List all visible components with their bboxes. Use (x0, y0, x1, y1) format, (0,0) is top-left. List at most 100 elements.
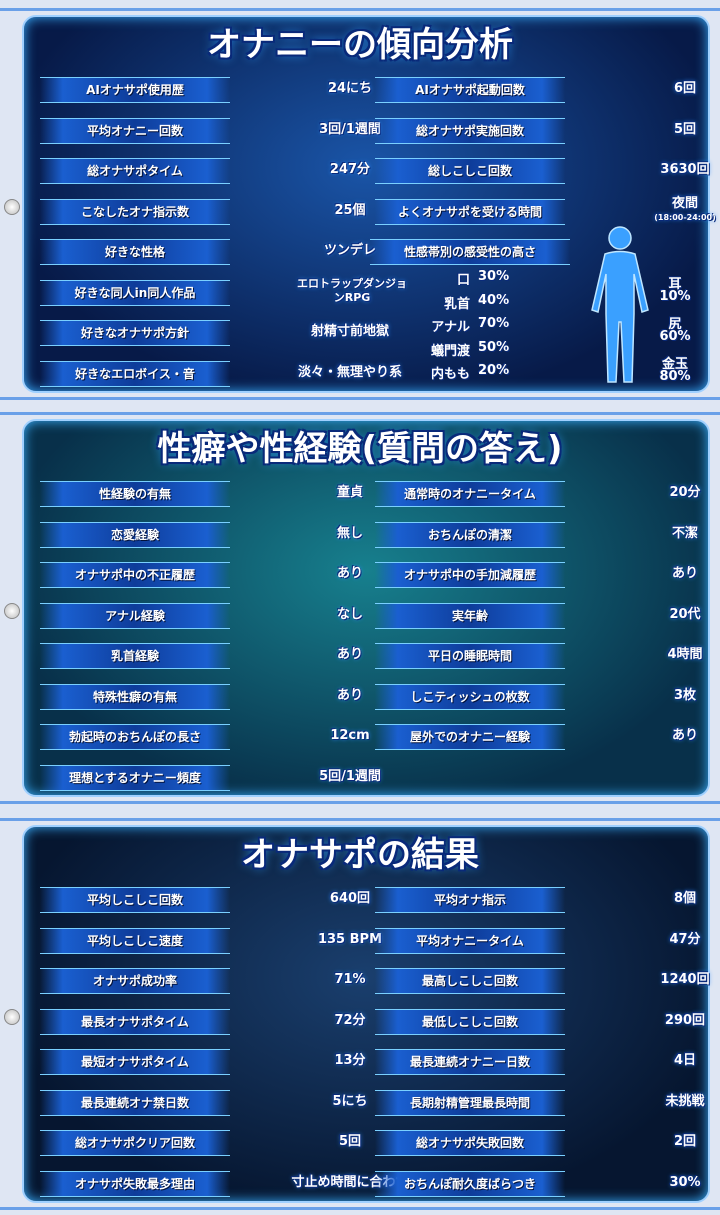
row-value: 童貞 (336, 485, 363, 500)
row-label: オナサポ中の不正履歴 (40, 562, 230, 588)
row-value: なし (336, 606, 363, 622)
row-value: あり (336, 647, 363, 662)
row-value: 8個 (673, 891, 697, 906)
row-label: 好きな同人in同人作品 (40, 279, 230, 306)
row-label: 平均しこしこ回数 (40, 887, 230, 913)
row-value: ツンデレ (323, 243, 376, 258)
row-label: 勃起時のおちんぽの長さ (40, 724, 230, 750)
row-label: 理想とするオナニー頻度 (40, 764, 230, 791)
row-value: 4日 (673, 1053, 697, 1068)
row-label: 平均オナニー回数 (40, 117, 230, 144)
zone-value: 70% (478, 316, 510, 331)
row-label: 乳首経験 (40, 643, 230, 669)
row-value: 5回/1週間 (319, 768, 381, 784)
row-label: 最長連続オナ禁日数 (40, 1089, 230, 1116)
row-label: 長期射精管理最長時間 (375, 1089, 565, 1116)
row-value: あり (671, 566, 698, 581)
row-label: 屋外でのオナニー経験 (375, 724, 565, 750)
panel: オナニーの傾向分析 AIオナサポ使用歴 24にち 平均オナニー回数 3回/1週間 総オナサ… (0, 8, 720, 400)
zone-value: 20% (478, 363, 510, 378)
pin (4, 199, 20, 215)
zone-part: 蟻門渡 (430, 343, 470, 359)
row-value: 13分 (334, 1053, 366, 1068)
row-value: 25個 (334, 202, 366, 218)
zone-part: 耳 (668, 277, 682, 292)
row-value: 6回 (673, 81, 697, 96)
row-label: オナサポ失敗最多理由 (40, 1170, 230, 1197)
row-value: 射精寸前地獄 (310, 324, 389, 339)
row-value: 未挑戦 (665, 1093, 705, 1109)
row-value: 247分 (329, 162, 371, 177)
pin (4, 1009, 20, 1025)
zone-part: 乳首 (443, 296, 470, 312)
zone-value: 80% (659, 369, 691, 384)
row-label: 恋愛経験 (40, 521, 230, 548)
row-value: エロトラップダンジョンRPG (297, 276, 407, 304)
row-label: 好きなエロボイス・音 (40, 360, 230, 387)
row-value: 無し (336, 525, 363, 541)
row-label: 最高しこしこ回数 (375, 968, 565, 994)
row-value: 5回 (338, 1134, 362, 1149)
row-label: 平均オナニータイム (375, 927, 565, 954)
row-label: 性経験の有無 (40, 481, 230, 507)
panel: オナサポの結果 平均しこしこ回数 640回 平均しこしこ速度 135 BPM オナサポ成功… (0, 818, 720, 1210)
section-title: オナニーの傾向分析 (207, 25, 513, 65)
row-value: 71% (334, 972, 366, 987)
row-label: おちんぽの清潔 (375, 521, 565, 548)
zone-part: 口 (456, 273, 470, 288)
row-value: 2回 (673, 1134, 697, 1149)
row-value: 3回/1週間 (319, 121, 381, 137)
row-label: おちんぽ耐久度ばらつき (375, 1170, 565, 1197)
zone-part: 内もも (430, 367, 470, 382)
row-label: 実年齢 (375, 602, 565, 629)
row-label: AIオナサポ使用歴 (40, 77, 230, 103)
row-label: 通常時のオナニータイム (375, 481, 565, 507)
section-title: 性癖や性経験(質問の答え) (157, 429, 563, 469)
row-label: 平均オナ指示 (375, 887, 565, 913)
row-value: 夜間 (18:00-24:00) (620, 196, 720, 225)
row-label: AIオナサポ起動回数 (375, 77, 565, 103)
pin (4, 603, 20, 619)
zone-value: 30% (478, 269, 510, 284)
row-label: 最短オナサポタイム (40, 1049, 230, 1075)
row-value: 4時間 (667, 647, 703, 662)
row-label: オナサポ成功率 (40, 968, 230, 994)
row-label: こなしたオナ指示数 (40, 198, 230, 225)
row-value: 24にち (327, 81, 373, 96)
zone-value: 10% (659, 289, 691, 304)
row-value: 640回 (329, 891, 371, 906)
row-label: 総オナサポタイム (40, 158, 230, 184)
row-label: 総しこしこ回数 (375, 158, 565, 184)
row-label: 平日の睡眠時間 (375, 643, 565, 669)
row-note: (18:00-24:00) (654, 212, 716, 222)
zone-part: 尻 (668, 317, 682, 332)
row-label: 最長連続オナニー日数 (375, 1049, 565, 1075)
row-label: 最低しこしこ回数 (375, 1008, 565, 1035)
row-value: 135 BPM (317, 931, 383, 947)
row-label: しこティッシュの枚数 (375, 683, 565, 710)
row-value: 72分 (334, 1012, 366, 1028)
row-value: 20分 (669, 485, 701, 500)
row-label: 好きな性格 (40, 239, 230, 265)
row-value: 3枚 (673, 687, 697, 703)
row-value: 不潔 (671, 525, 698, 541)
panel: 性癖や性経験(質問の答え) 性経験の有無 童貞 恋愛経験 無し オナサポ中の不正履歴 ありア… (0, 412, 720, 804)
section-title: オナサポの結果 (241, 835, 479, 875)
row-value: 3630回 (660, 162, 710, 177)
row-value: 47分 (669, 931, 701, 947)
row-label: 総オナサポ実施回数 (375, 117, 565, 144)
row-label: オナサポ中の手加減履歴 (375, 562, 565, 588)
row-value: 1240回 (660, 972, 710, 987)
row-value: あり (336, 566, 363, 581)
row-label: 性感帯別の感受性の高さ (370, 239, 570, 265)
row-label: 好きなオナサポ方針 (40, 320, 230, 346)
zone-value: 50% (478, 339, 510, 355)
row-label: 特殊性癖の有無 (40, 683, 230, 710)
row-value: 5回 (673, 121, 697, 137)
row-value: 30% (669, 1174, 701, 1190)
row-value: 淡々・無理やり系 (297, 364, 402, 380)
row-value: 5にち (332, 1093, 368, 1109)
zone-part: 金玉 (661, 357, 688, 372)
zone-value: 40% (478, 292, 510, 308)
